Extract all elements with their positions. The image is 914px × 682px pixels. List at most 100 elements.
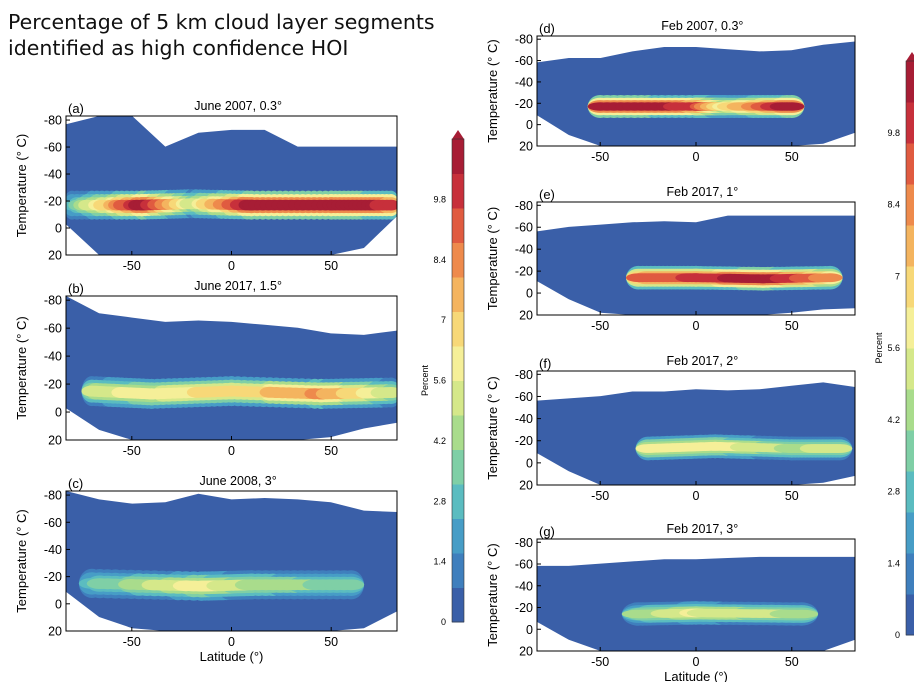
colorbar-swatch <box>906 512 914 554</box>
panel-letter: (c) <box>68 476 83 491</box>
figure-headline: Percentage of 5 km cloud layer segments … <box>8 9 435 61</box>
heatmap-panel-f: -80 -60 -40 -20 0 20 -50 0 50 (f) Feb 2017, 2° Temp… <box>485 354 856 503</box>
colorbar-tick-label: 2.8 <box>433 496 446 506</box>
y-tick-label: -20 <box>515 97 533 111</box>
colorbar-swatch <box>906 594 914 636</box>
y-tick-label: -80 <box>515 199 533 213</box>
y-tick-label: -20 <box>44 378 62 392</box>
y-tick-label: -80 <box>44 114 62 128</box>
colorbar-overflow-arrow <box>452 130 464 139</box>
colorbar-tick-label: 8.4 <box>887 200 900 210</box>
y-tick-label: -40 <box>515 243 533 257</box>
x-axis-label: Latitude (°) <box>664 669 728 682</box>
colorbar-swatch <box>452 242 464 278</box>
x-tick-label: 0 <box>693 150 700 164</box>
x-tick-label: -50 <box>123 444 141 458</box>
y-tick-label: -60 <box>515 558 533 572</box>
colorbar-tick-label: 0 <box>895 630 900 640</box>
y-tick-label: 20 <box>519 140 533 154</box>
panel-title: June 2008, 3° <box>199 474 276 488</box>
y-tick-label: -40 <box>44 168 62 182</box>
colorbar-swatch <box>452 587 464 623</box>
y-tick-label: 0 <box>55 406 62 420</box>
y-tick-label: -60 <box>515 221 533 235</box>
colorbar-swatch <box>452 415 464 450</box>
colorbar-swatch <box>452 518 464 554</box>
colorbar-swatch <box>452 380 464 416</box>
colorbar-swatch <box>452 139 464 174</box>
colorbar-swatch <box>906 266 914 308</box>
colorbar-2: 0 1.4 2.8 4.2 5.6 7 8.4 9.8 Percent <box>874 52 914 640</box>
headline-line-1: Percentage of 5 km cloud layer segments <box>8 10 435 34</box>
colorbar-tick-label: 5.6 <box>433 376 446 386</box>
x-tick-label: -50 <box>123 259 141 273</box>
x-tick-label: 50 <box>324 444 338 458</box>
colorbar-overflow-arrow <box>906 52 914 61</box>
colorbar-swatch <box>906 102 914 144</box>
heatmap-panel-c: -80 -60 -40 -20 0 20 -50 0 50 (c) June 2008, 3° Tem… <box>14 474 398 664</box>
y-axis-label: Temperature (° C) <box>14 134 29 237</box>
colorbar-tick-label: 7 <box>441 315 446 325</box>
y-tick-label: 20 <box>519 479 533 493</box>
heatmap-background <box>537 382 855 485</box>
colorbar-swatch <box>906 348 914 390</box>
y-tick-label: -20 <box>515 265 533 279</box>
panel-title: June 2007, 0.3° <box>194 99 282 113</box>
heatmap-background <box>537 556 855 651</box>
colorbar-swatch <box>906 553 914 595</box>
x-tick-label: 0 <box>693 319 700 333</box>
heatmap-background <box>66 296 397 440</box>
panel-title: Feb 2007, 0.3° <box>661 19 743 33</box>
x-tick-label: 0 <box>228 444 235 458</box>
y-tick-label: 0 <box>526 118 533 132</box>
x-tick-label: 50 <box>324 635 338 649</box>
x-tick-label: 0 <box>228 635 235 649</box>
colorbar-swatch <box>906 389 914 431</box>
colorbar-swatch <box>452 208 464 243</box>
colorbar-swatch <box>452 311 464 347</box>
heatmap-cell <box>784 609 819 619</box>
colorbar-tick-label: 7 <box>895 271 900 281</box>
panel-letter: (f) <box>539 356 551 371</box>
colorbar-frame <box>905 60 914 636</box>
heatmap-background <box>537 41 855 146</box>
y-tick-label: 0 <box>526 456 533 470</box>
y-tick-label: 20 <box>48 625 62 639</box>
colorbar-tick-label: 1.4 <box>433 557 446 567</box>
y-tick-label: -80 <box>515 33 533 47</box>
x-tick-label: 0 <box>693 489 700 503</box>
heatmap-background <box>537 215 855 315</box>
heatmap-cell <box>817 273 843 283</box>
heatmap-background <box>66 491 397 631</box>
y-tick-label: -60 <box>44 141 62 155</box>
y-tick-label: -40 <box>44 543 62 557</box>
heatmap-panel-g: -80 -60 -40 -20 0 20 -50 0 50 (g) Feb 2017, 3° Temp… <box>485 522 856 682</box>
colorbar-swatch <box>452 277 464 312</box>
heatmap-panel-e: -80 -60 -40 -20 0 20 -50 0 50 (e) Feb 2017, 1° Temp… <box>485 185 856 333</box>
colorbar-swatch <box>906 307 914 349</box>
colorbar-label: Percent <box>420 364 430 396</box>
y-tick-label: -60 <box>515 54 533 68</box>
y-axis-label: Temperature (° C) <box>485 543 500 646</box>
x-tick-label: 50 <box>785 655 799 669</box>
y-tick-label: 20 <box>519 309 533 323</box>
y-tick-label: 0 <box>526 623 533 637</box>
y-axis-label: Temperature (° C) <box>14 316 29 419</box>
colorbar-tick-label: 8.4 <box>433 255 446 265</box>
colorbar-swatch <box>906 471 914 513</box>
y-tick-label: -80 <box>44 294 62 308</box>
x-tick-label: 0 <box>693 655 700 669</box>
colorbar-tick-label: 4.2 <box>433 436 446 446</box>
y-axis-label: Temperature (° C) <box>485 376 500 479</box>
panel-title: Feb 2017, 1° <box>667 185 739 199</box>
panel-letter: (e) <box>539 187 555 202</box>
y-tick-label: -80 <box>515 368 533 382</box>
heatmap-cell <box>779 102 805 111</box>
y-tick-label: -20 <box>44 195 62 209</box>
heatmap-cell <box>380 387 397 398</box>
colorbar-tick-label: 9.8 <box>433 194 446 204</box>
colorbar-tick-label: 5.6 <box>887 343 900 353</box>
colorbar-label: Percent <box>874 332 884 364</box>
y-tick-label: 0 <box>55 222 62 236</box>
